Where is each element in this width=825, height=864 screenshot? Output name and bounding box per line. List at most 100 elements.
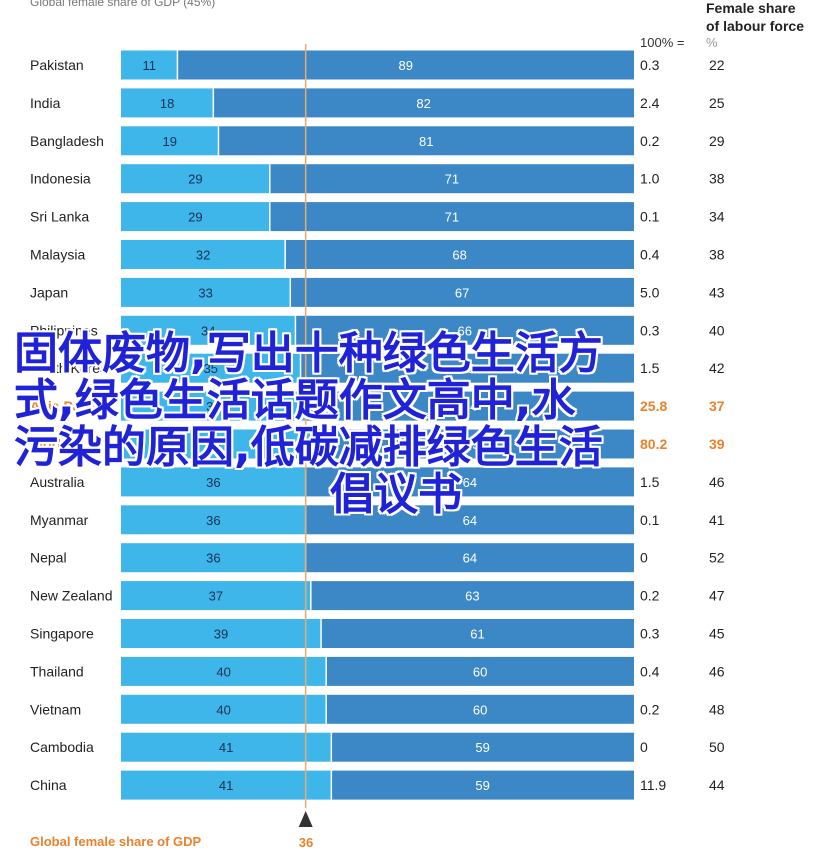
female-value-label: 11 [142,58,156,73]
male-value-label: 89 [398,58,412,73]
male-value-label: 67 [455,285,469,300]
female-value-label: 35 [204,361,218,376]
female-labour-share-value: 42 [709,360,725,376]
male-value-label: 59 [475,740,489,755]
female-bar [121,543,306,573]
country-label: Asia Pacific [30,398,109,414]
female-value-label: 36 [206,475,220,490]
global-gdp-value: 0.1 [640,512,660,528]
male-value-label: 63 [465,437,479,452]
female-labour-share-value: 43 [709,284,725,300]
female-value-label: 41 [219,778,233,793]
female-bar [121,429,311,459]
male-value-label: 63 [465,589,479,604]
female-labour-share-value: 39 [709,436,725,452]
male-bar [326,656,634,686]
male-bar [321,619,634,648]
global-gdp-value: 0.3 [640,322,660,338]
female-labour-share-value: 47 [709,588,725,604]
global-gdp-value: 2.4 [640,95,660,111]
female-bar [121,277,291,307]
column-header-female-share-line1: Female share [706,0,796,16]
country-label: China [30,777,67,793]
male-value-label: 65 [460,361,474,376]
male-bar [269,202,634,232]
country-label: Bangladesh [30,133,104,149]
country-label: South Korea [30,360,108,376]
male-value-label: 64 [463,399,477,414]
country-label: World [30,436,69,452]
country-label: Thailand [30,663,84,679]
female-bar [121,656,327,686]
female-labour-share-value: 40 [709,322,725,338]
gdp-label: Global female share of GDP [30,834,202,849]
chart-rows: Pakistan 11 89 0.3 22 India 18 82 2.4 25 Banglades… [30,50,725,800]
female-labour-share-value: 48 [709,701,725,717]
male-bar [218,126,634,156]
female-value-label: 18 [160,96,174,111]
female-bar [121,391,306,421]
country-label: Malaysia [30,247,85,263]
male-bar [305,467,634,497]
female-bar [121,315,296,345]
male-bar [269,164,634,194]
country-label: Myanmar [30,512,89,528]
female-bar [121,50,178,80]
female-value-label: 40 [216,664,230,679]
country-label: Singapore [30,626,94,642]
female-labour-share-value: 22 [709,57,725,73]
female-labour-share-value: 46 [709,663,725,679]
female-bar [121,619,322,648]
global-gdp-value: 25.8 [640,398,667,414]
global-gdp-value: 0 [640,739,648,755]
male-bar [331,770,634,800]
male-value-label: 64 [463,475,477,490]
male-value-label: 71 [445,210,459,225]
female-value-label: 36 [206,399,220,414]
female-bar [121,694,327,724]
global-gdp-value: 80.2 [640,436,667,452]
country-label: Nepal [30,550,67,566]
column-header-100pct: 100% = [640,35,684,50]
country-label: India [30,95,61,111]
female-labour-share-value: 44 [709,777,725,793]
male-value-label: 71 [445,172,459,187]
female-bar [121,467,306,497]
country-label: Australia [30,474,85,490]
country-label: Cambodia [30,739,94,755]
female-value-label: 39 [214,627,228,642]
female-labour-share-value: 46 [709,474,725,490]
global-gdp-value: 1.0 [640,171,660,187]
global-gdp-value: 0.2 [640,701,660,717]
male-bar [177,50,634,80]
female-bar [121,505,306,535]
female-value-label: 36 [206,551,220,566]
female-labour-share-value: 34 [709,209,725,225]
female-value-label: 36 [206,513,220,528]
country-label: New Zealand [30,588,113,604]
female-value-label: 37 [209,589,223,604]
country-label: Philippines [30,322,98,338]
male-value-label: 82 [416,96,430,111]
male-value-label: 61 [470,627,484,642]
female-bar [121,88,214,118]
female-labour-share-value: 29 [709,133,725,149]
global-gdp-value: 0.2 [640,133,660,149]
female-value-label: 41 [219,740,233,755]
male-bar [305,543,634,573]
column-header-unit: % [706,35,718,50]
male-bar [331,732,634,762]
top-cut-label: Global female share of GDP (45%) [30,0,215,9]
country-label: Vietnam [30,701,81,717]
male-bar [285,240,634,269]
male-value-label: 64 [463,513,477,528]
female-labour-share-value: 41 [709,512,725,528]
male-bar [310,429,634,459]
global-gdp-value: 0.2 [640,588,660,604]
female-labour-share-value: 52 [709,550,725,566]
male-bar [310,581,634,611]
global-gdp-value: 11.9 [640,777,666,793]
global-gdp-value: 0.4 [640,663,660,679]
female-bar [121,770,332,800]
marker-value: 36 [299,835,313,850]
